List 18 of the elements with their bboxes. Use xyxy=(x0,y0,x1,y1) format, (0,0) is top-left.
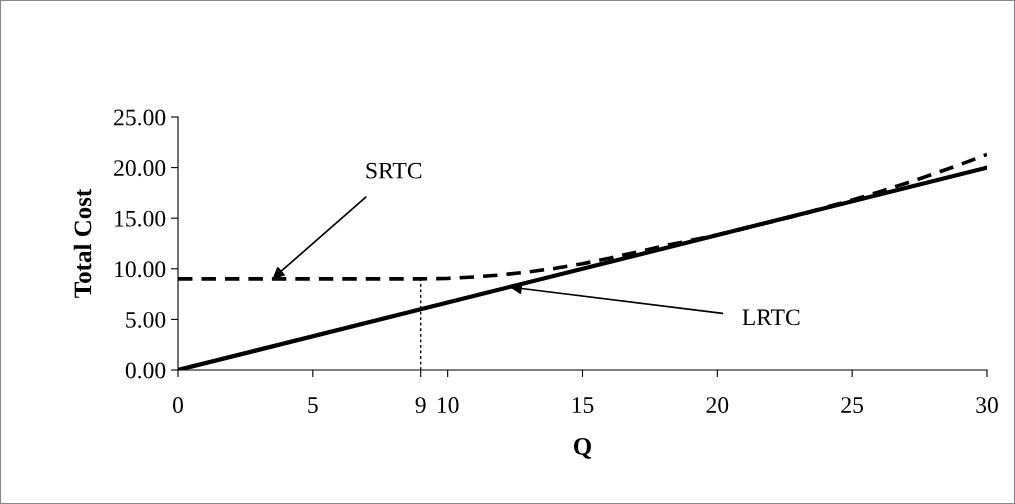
annotation: SRTC xyxy=(366,162,422,179)
x-tick-label: 9 xyxy=(415,397,426,414)
y-tick-label: 10.00 xyxy=(115,261,166,278)
y-tick-label: 15.00 xyxy=(115,210,166,227)
y-axis-title: Total Cost xyxy=(73,188,92,298)
annotation: LRTC xyxy=(742,309,800,326)
x-tick-label: 30 xyxy=(976,397,998,414)
y-tick-label: 5.00 xyxy=(126,311,166,328)
x-tick-label: 10 xyxy=(437,397,459,414)
y-tick-label: 0.00 xyxy=(125,362,166,379)
y-tick-label: 20.00 xyxy=(114,160,166,177)
x-tick-label: 25 xyxy=(841,397,864,414)
x-axis-title: Q xyxy=(574,438,592,459)
x-tick-label: 20 xyxy=(706,397,729,414)
x-tick-label: 15 xyxy=(572,397,594,414)
y-tick-label: 25.00 xyxy=(114,109,166,126)
x-tick-label: 0 xyxy=(173,397,183,414)
x-tick-label: 5 xyxy=(308,397,318,414)
